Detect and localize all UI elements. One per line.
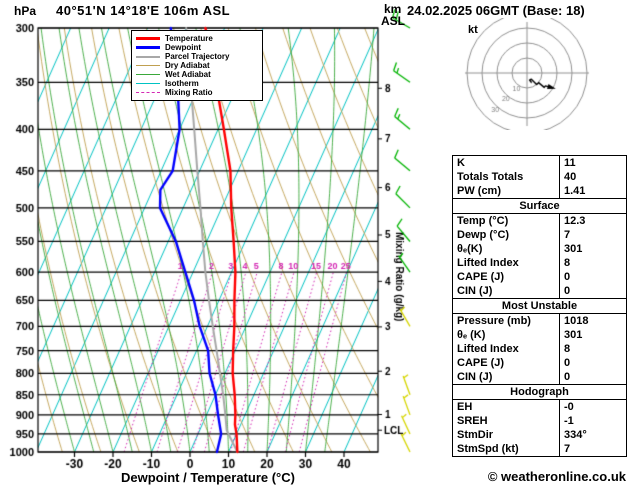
index-value: 0 <box>559 370 627 385</box>
x-axis-title: Dewpoint / Temperature (°C) <box>121 470 295 485</box>
index-value: 0 <box>559 284 627 299</box>
indices-table: K 11 Totals Totals 40 PW (cm) 1.41 Surface Temp… <box>452 155 627 457</box>
index-row: PW (cm) 1.41 <box>453 184 627 199</box>
legend-item-isotherm: Isotherm <box>136 79 258 88</box>
run-datetime-title: 24.02.2025 06GMT (Base: 18) <box>407 3 585 18</box>
legend-line-swatch <box>136 46 160 49</box>
index-value: 40 <box>559 170 627 184</box>
index-label: K <box>457 157 465 169</box>
index-value: 1.41 <box>559 184 627 199</box>
legend-line-swatch <box>136 65 160 66</box>
index-row: Totals Totals 40 <box>453 170 627 184</box>
legend-label: Mixing Ratio <box>165 88 213 97</box>
index-value: -1 <box>559 414 627 428</box>
copyright: © weatheronline.co.uk <box>487 469 626 484</box>
pressure-unit-label: hPa <box>14 4 37 18</box>
index-label: Totals Totals <box>457 171 524 183</box>
index-row: CAPE (J) 0 <box>453 356 627 370</box>
index-value: 11 <box>559 155 627 170</box>
legend-item-temperature: Temperature <box>136 34 258 43</box>
index-value: 0 <box>559 270 627 284</box>
index-row: EH -0 <box>453 399 627 414</box>
index-value: 1018 <box>559 313 627 328</box>
index-row: SREH -1 <box>453 414 627 428</box>
legend-item-parcel-trajectory: Parcel Trajectory <box>136 52 258 61</box>
index-label: Dewp (°C) <box>457 229 510 241</box>
index-value: 7 <box>559 228 627 242</box>
index-row: Lifted Index 8 <box>453 256 627 270</box>
index-row: CIN (J) 0 <box>453 370 627 385</box>
index-row: CAPE (J) 0 <box>453 270 627 284</box>
section-header: Surface <box>452 198 627 214</box>
legend-line-swatch <box>136 37 160 40</box>
index-label: StmSpd (kt) <box>457 443 519 455</box>
index-label: EH <box>457 401 473 413</box>
legend-label: Dewpoint <box>165 43 201 52</box>
index-value: 334° <box>559 428 627 442</box>
legend-label: Dry Adiabat <box>165 61 210 70</box>
legend: Temperature Dewpoint Parcel Trajectory Dry … <box>131 30 263 101</box>
index-row: Pressure (mb) 1018 <box>453 313 627 328</box>
index-value: 301 <box>559 242 627 256</box>
legend-item-dry-adiabat: Dry Adiabat <box>136 61 258 70</box>
index-value: 8 <box>559 256 627 270</box>
index-row: StmSpd (kt) 7 <box>453 442 627 457</box>
hodograph-canvas <box>462 18 592 130</box>
section-header: Most Unstable <box>452 298 627 314</box>
index-value: 8 <box>559 342 627 356</box>
legend-label: Isotherm <box>165 79 199 88</box>
index-row: K 11 <box>453 155 627 170</box>
index-value: 12.3 <box>559 213 627 228</box>
index-row: θₑ (K) 301 <box>453 328 627 342</box>
legend-item-mixing-ratio: Mixing Ratio <box>136 88 258 97</box>
legend-item-dewpoint: Dewpoint <box>136 43 258 52</box>
height-axis-asl-label: ASL <box>381 14 405 28</box>
legend-item-wet-adiabat: Wet Adiabat <box>136 70 258 79</box>
index-row: StmDir 334° <box>453 428 627 442</box>
legend-line-swatch <box>136 74 160 75</box>
index-row: Dewp (°C) 7 <box>453 228 627 242</box>
index-label: Temp (°C) <box>457 215 509 227</box>
legend-label: Wet Adiabat <box>165 70 211 79</box>
index-row: θₑ(K) 301 <box>453 242 627 256</box>
index-label: SREH <box>457 415 488 427</box>
index-label: θₑ(K) <box>457 243 483 255</box>
index-label: PW (cm) <box>457 185 501 197</box>
legend-label: Temperature <box>165 34 213 43</box>
index-label: Lifted Index <box>457 343 519 355</box>
section-header: Hodograph <box>452 384 627 400</box>
legend-line-swatch <box>136 92 160 93</box>
legend-line-swatch <box>136 83 160 84</box>
index-label: θₑ (K) <box>457 329 486 341</box>
index-row: Temp (°C) 12.3 <box>453 213 627 228</box>
index-label: Pressure (mb) <box>457 315 531 327</box>
legend-label: Parcel Trajectory <box>165 52 230 61</box>
index-value: 7 <box>559 442 627 457</box>
index-value: 301 <box>559 328 627 342</box>
height-axis-km-label: km <box>384 2 402 16</box>
index-label: CIN (J) <box>457 371 493 383</box>
index-row: Lifted Index 8 <box>453 342 627 356</box>
index-label: Lifted Index <box>457 257 519 269</box>
index-value: 0 <box>559 356 627 370</box>
index-row: CIN (J) 0 <box>453 284 627 299</box>
legend-line-swatch <box>136 55 160 58</box>
index-label: StmDir <box>457 429 494 441</box>
index-label: CAPE (J) <box>457 271 505 283</box>
index-value: -0 <box>559 399 627 414</box>
station-title: 40°51'N 14°18'E 106m ASL <box>56 3 231 18</box>
index-label: CAPE (J) <box>457 357 505 369</box>
index-label: CIN (J) <box>457 285 493 297</box>
